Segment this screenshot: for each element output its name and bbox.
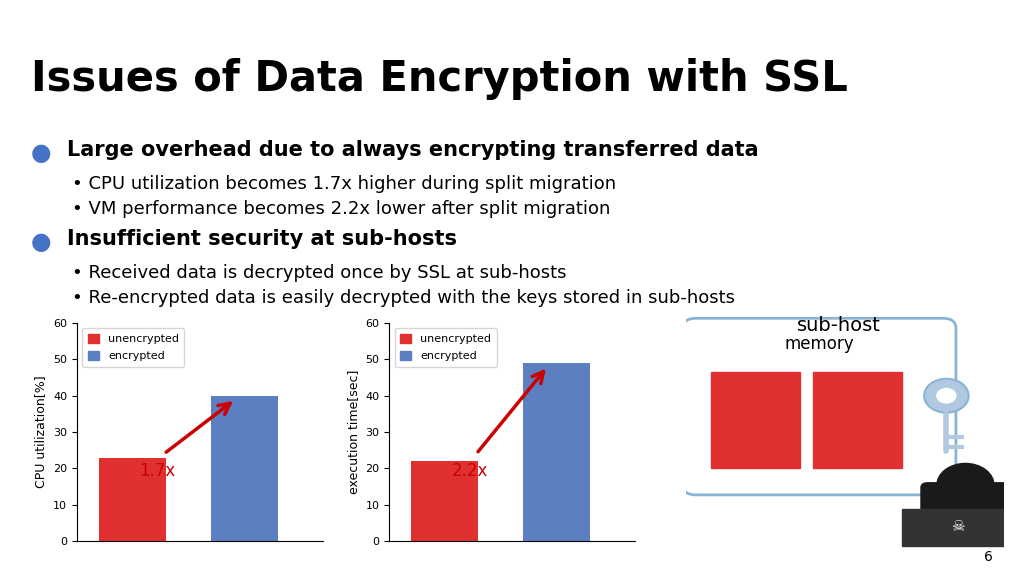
FancyBboxPatch shape — [683, 319, 956, 495]
Circle shape — [937, 388, 955, 403]
Text: 1.7x: 1.7x — [139, 462, 175, 480]
Bar — [211, 396, 278, 541]
Bar — [412, 461, 478, 541]
Y-axis label: execution time[sec]: execution time[sec] — [347, 370, 359, 494]
FancyBboxPatch shape — [921, 483, 1010, 545]
Text: 6: 6 — [984, 551, 993, 564]
Text: Issues of Data Encryption with SSL: Issues of Data Encryption with SSL — [31, 58, 848, 100]
Circle shape — [937, 464, 994, 507]
Text: • CPU utilization becomes 1.7x higher during split migration: • CPU utilization becomes 1.7x higher du… — [72, 175, 615, 192]
Text: sub-host: sub-host — [797, 316, 881, 335]
Text: ●: ● — [31, 141, 51, 165]
Legend: unencrypted, encrypted: unencrypted, encrypted — [82, 328, 184, 367]
Text: ●: ● — [31, 230, 51, 255]
Text: • VM performance becomes 2.2x lower after split migration: • VM performance becomes 2.2x lower afte… — [72, 200, 610, 218]
Bar — [712, 372, 801, 468]
Text: • Re-encrypted data is easily decrypted with the keys stored in sub-hosts: • Re-encrypted data is easily decrypted … — [72, 289, 734, 307]
Text: ☠: ☠ — [950, 519, 965, 534]
Text: Insufficient security at sub-hosts: Insufficient security at sub-hosts — [67, 229, 457, 249]
Text: Large overhead due to always encrypting transferred data: Large overhead due to always encrypting … — [67, 140, 758, 160]
Legend: unencrypted, encrypted: unencrypted, encrypted — [394, 328, 497, 367]
Bar — [902, 509, 1013, 545]
Bar — [523, 363, 590, 541]
Circle shape — [924, 379, 969, 412]
Text: • Received data is decrypted once by SSL at sub-hosts: • Received data is decrypted once by SSL… — [72, 264, 566, 282]
Bar — [99, 457, 166, 541]
Text: 2.2x: 2.2x — [452, 462, 487, 480]
Text: memory: memory — [784, 335, 854, 353]
Bar — [813, 372, 902, 468]
Y-axis label: CPU utilization[%]: CPU utilization[%] — [35, 376, 47, 488]
